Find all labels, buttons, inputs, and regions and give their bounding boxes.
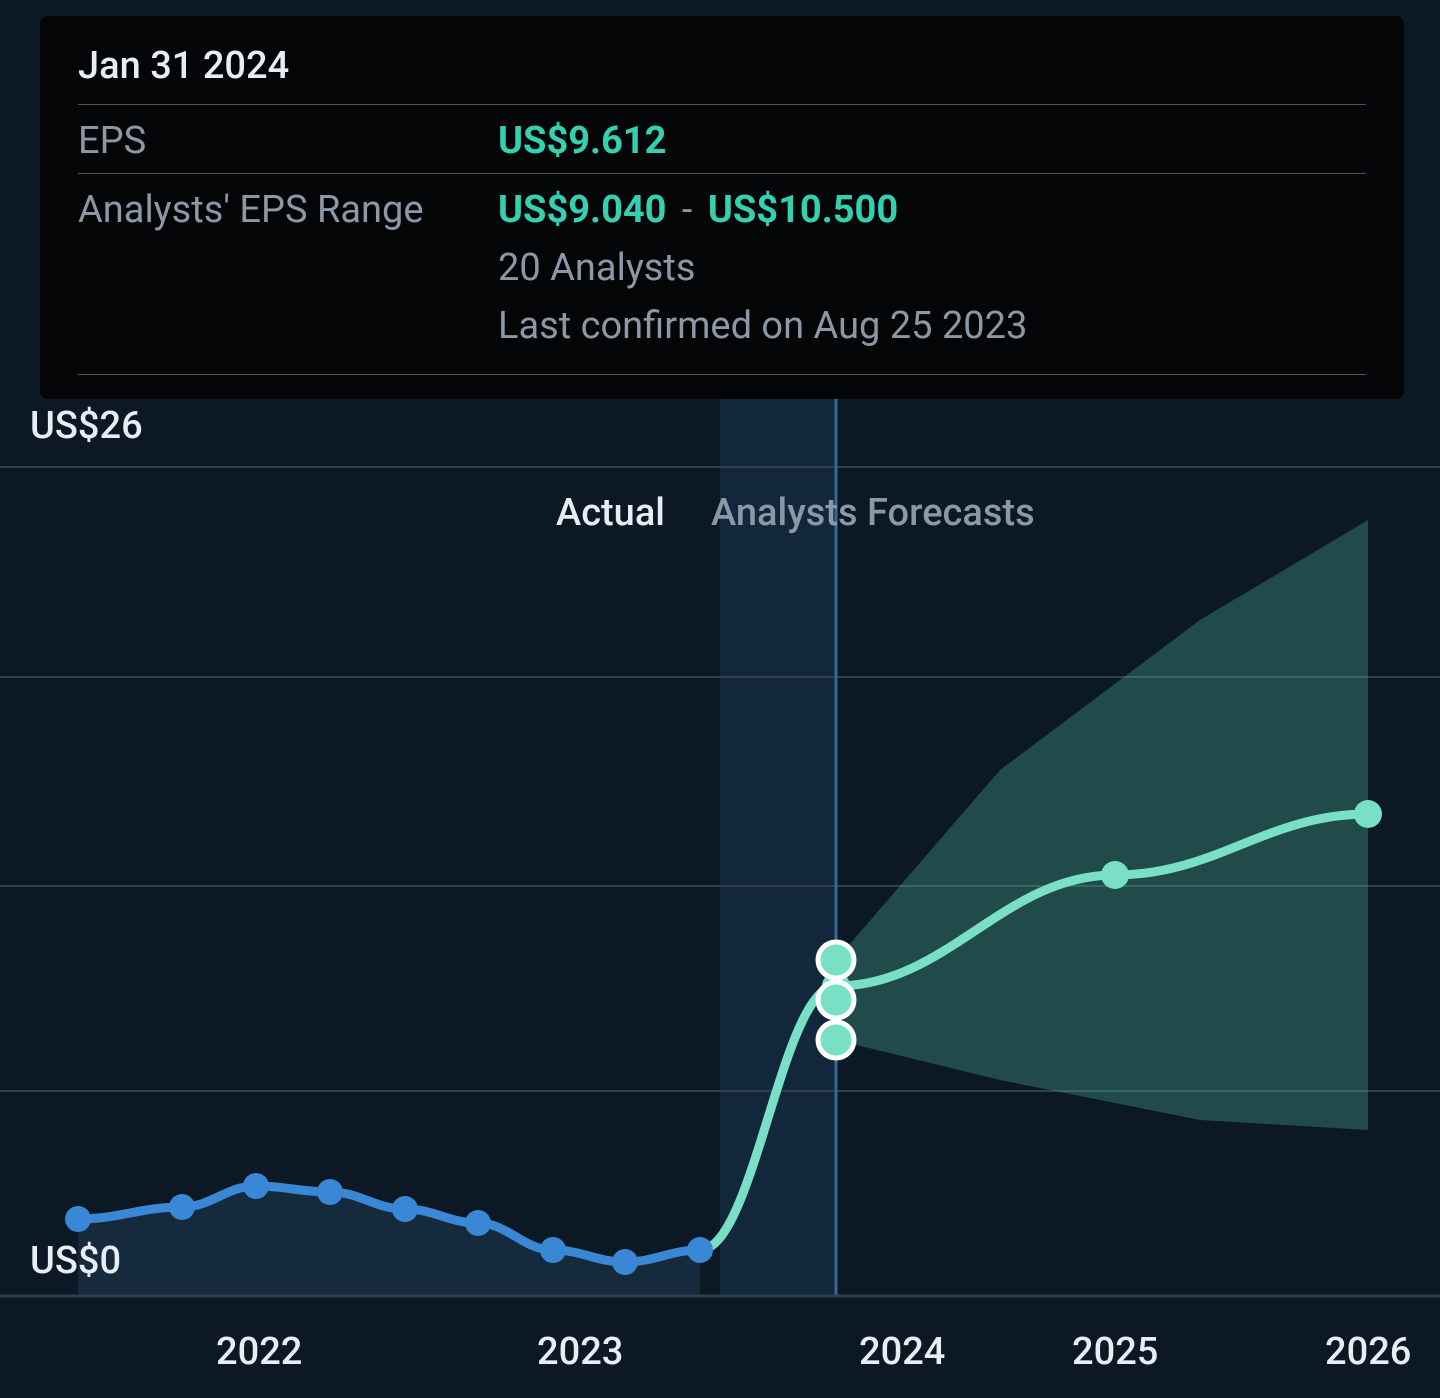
chart-frame: { "tooltip": { "date": "Jan 31 2024", "r… [0,0,1440,1398]
x-axis-label: 2022 [216,1330,302,1374]
tooltip-label: EPS [78,119,498,163]
tooltip-value: US$9.040 - US$10.50020 AnalystsLast conf… [498,188,1366,348]
y-axis-label: US$26 [30,404,143,448]
legend-forecast: Analysts Forecasts [711,491,1035,535]
tooltip-date: Jan 31 2024 [78,44,1366,104]
tooltip-subtext: Last confirmed on Aug 25 2023 [498,304,1366,348]
legend-actual: Actual [556,491,665,535]
tooltip-subtext: 20 Analysts [498,246,1366,290]
tooltip-row: Analysts' EPS RangeUS$9.040 - US$10.5002… [78,173,1366,358]
x-axis-label: 2023 [537,1330,623,1374]
chart-legend: Actual Analysts Forecasts [556,491,1035,535]
x-axis-label: 2025 [1072,1330,1158,1374]
hover-tooltip: Jan 31 2024 EPSUS$9.612Analysts' EPS Ran… [40,16,1404,399]
tooltip-label: Analysts' EPS Range [78,188,498,232]
tooltip-value: US$9.612 [498,119,1366,163]
tooltip-row: EPSUS$9.612 [78,104,1366,173]
y-axis-label: US$0 [30,1239,121,1283]
x-axis-label: 2026 [1325,1330,1411,1374]
x-axis-label: 2024 [859,1330,945,1374]
